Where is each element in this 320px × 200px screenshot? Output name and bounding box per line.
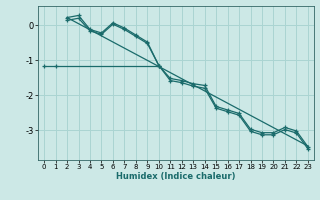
X-axis label: Humidex (Indice chaleur): Humidex (Indice chaleur) [116,172,236,181]
